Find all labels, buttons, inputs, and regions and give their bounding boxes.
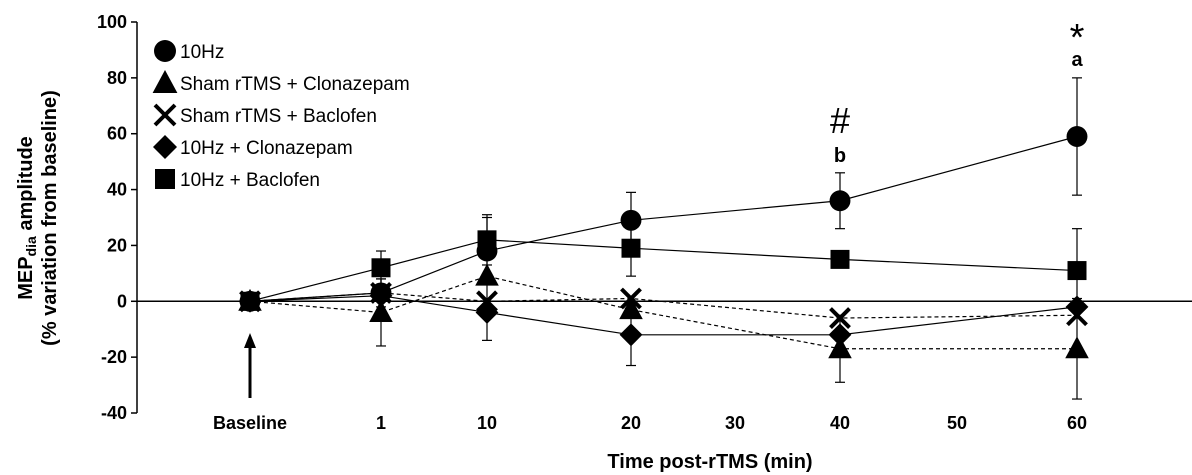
annotation-star: * [1070, 17, 1085, 59]
data-point-square [1067, 261, 1087, 281]
x-tick-label: 50 [947, 413, 967, 433]
annotation-letter: a [1071, 49, 1083, 71]
legend-marker-x [153, 103, 177, 127]
series-line-triangle [249, 275, 1077, 350]
y-axis-label-rest: amplitude [15, 136, 37, 236]
y-axis-label: MEPdia amplitude (% variation from basel… [15, 90, 61, 346]
legend-marker-circle [154, 40, 176, 62]
y-tick-label: -40 [101, 403, 127, 423]
legend-label: Sham rTMS + Clonazepam [180, 74, 410, 95]
series-line-diamond [249, 295, 1078, 336]
series-line-square [249, 239, 1078, 302]
legend-label: Sham rTMS + Baclofen [180, 106, 377, 127]
data-point-square [240, 291, 260, 311]
data-point-x [620, 287, 642, 310]
data-point-circle [620, 209, 642, 231]
legend-marker-diamond [153, 135, 177, 159]
data-point-triangle [369, 300, 393, 322]
data-point-triangle [475, 263, 499, 286]
data-point-diamond [619, 323, 643, 347]
x-tick-label: 20 [621, 413, 641, 433]
annotations: # b *a [830, 17, 1085, 167]
data-point-diamond [828, 323, 852, 347]
data-point-triangle [619, 297, 643, 320]
y-axis-label-main: MEP [15, 256, 37, 299]
series-line-x [249, 292, 1078, 319]
tick-labels: 100 80 60 40 20 0 -20 -40 Baseline 1 10 20 30 40 50 60 [97, 12, 1087, 433]
x-tick-label: 1 [376, 413, 386, 433]
legend-label: 10Hz + Clonazepam [180, 138, 353, 159]
y-tick-label: -20 [101, 347, 127, 367]
x-axis-label: Time post-rTMS (min) [607, 451, 812, 473]
data-point-circle [829, 190, 851, 212]
data-point-x [829, 307, 851, 329]
y-tick-label: 60 [107, 124, 127, 144]
legend: 10Hz Sham rTMS + Clonazepam Sham rTMS + Ba… [152, 40, 410, 191]
series-lines [249, 135, 1078, 350]
legend-label: 10Hz [180, 42, 224, 63]
x-tick-label: 60 [1067, 413, 1087, 433]
data-point-diamond [1065, 295, 1089, 319]
legend-label: 10Hz + Baclofen [180, 170, 320, 191]
annotation-letter: b [834, 145, 846, 167]
data-point-triangle [1065, 336, 1089, 359]
y-tick-label: 40 [107, 180, 127, 200]
y-axis-label-sub: dia [23, 236, 39, 256]
y-tick-label: 0 [117, 291, 127, 311]
series-line-circle [249, 135, 1078, 302]
svg-text:MEPdia amplitude: MEPdia amplitude [15, 136, 39, 300]
y-tick-label: 80 [107, 68, 127, 88]
data-point-diamond [475, 301, 499, 324]
x-tick-label: 10 [477, 413, 497, 433]
baseline-arrow-head [244, 333, 256, 348]
data-point-square [477, 230, 497, 250]
annotation-hash: # [830, 100, 850, 141]
x-tick-label: 40 [830, 413, 850, 433]
y-axis-label-line2: (% variation from baseline) [39, 90, 61, 346]
data-point-triangle [828, 336, 852, 359]
data-point-square [621, 238, 641, 258]
legend-marker-square [155, 169, 175, 189]
data-point-square [371, 258, 391, 278]
legend-marker-triangle [152, 70, 178, 93]
data-point-circle [1066, 126, 1088, 147]
y-tick-label: 100 [97, 12, 127, 32]
x-tick-label: Baseline [213, 413, 287, 433]
data-point-diamond [369, 284, 393, 308]
data-point-square [830, 249, 850, 269]
series-markers [238, 126, 1089, 359]
y-tick-label: 20 [107, 235, 127, 255]
x-tick-label: 30 [725, 413, 745, 433]
